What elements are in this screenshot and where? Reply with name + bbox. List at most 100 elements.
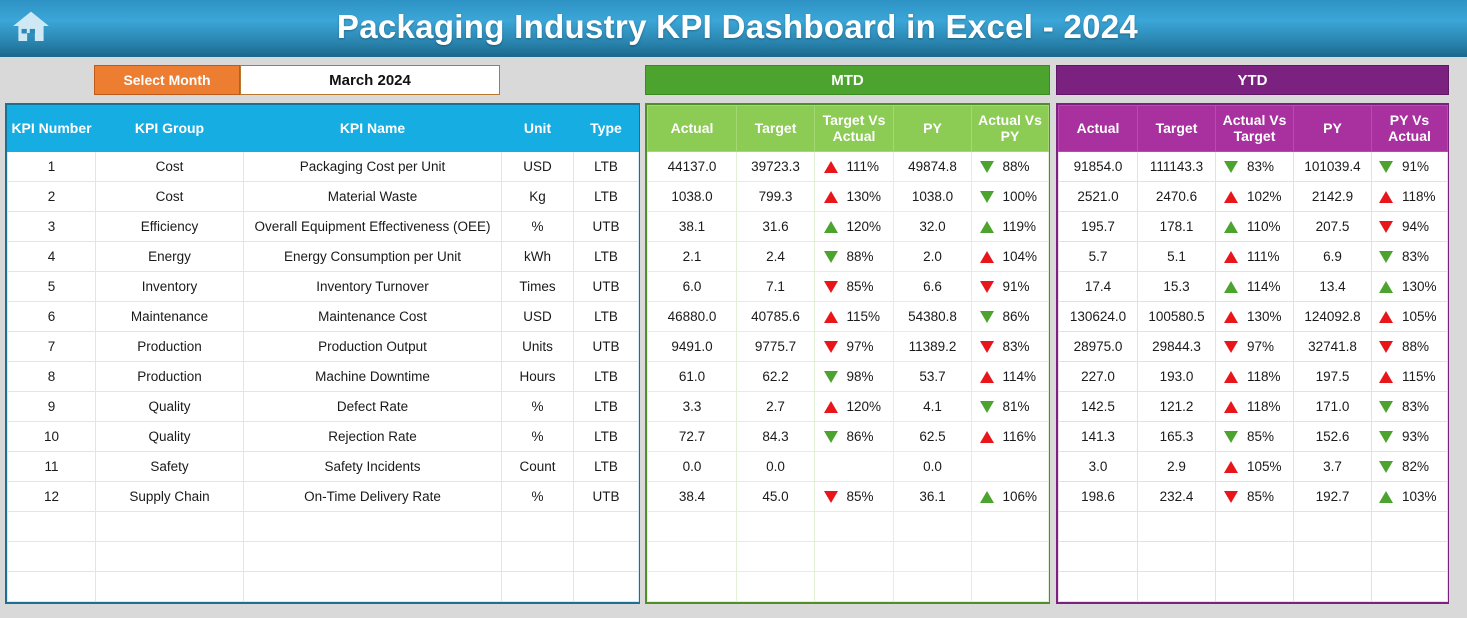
table-row[interactable]: 91854.0 111143.3 83% 101039.4 91% [1058,151,1448,182]
ytd-actual-cell: 198.6 [1058,481,1138,512]
trend-up-icon [1379,280,1393,293]
table-row[interactable]: 9491.0 9775.7 97% 11389.2 83% [647,331,1049,362]
table-row[interactable]: 9 Quality Defect Rate% LTB [7,391,639,422]
empty-cell [971,511,1049,542]
mtd-target-cell: 2.4 [736,241,815,272]
table-row[interactable]: 6 Maintenance Maintenance Cost USD LTB [7,301,639,332]
empty-cell [814,511,894,542]
mtd-actual-cell: 44137.0 [647,151,737,182]
ytd-actual-cell: 3.0 [1058,451,1138,482]
table-row[interactable]: 4 Energy Energy Consumption per Unit kWh LTB [7,241,639,272]
mtd-actual-cell: 0.0 [647,451,737,482]
ytd-actual-vs-target-cell: 105% [1215,451,1294,482]
variance-percent: 83% [1002,339,1030,354]
table-row[interactable]: 3 Efficiency Overall Equipment Effectivene… [7,211,639,242]
table-row[interactable]: 12 Supply Chain On-Time Delivery Rate% UTB [7,481,639,512]
table-row[interactable]: 38.1 31.6 120% 32.0 119% [647,211,1049,242]
mtd-actual-cell: 72.7 [647,421,737,452]
select-month-dropdown[interactable]: March 2024 [240,65,500,95]
table-row[interactable]: 3.0 2.9 105% 3.7 82% [1058,451,1448,482]
mtd-actual-vs-py-cell: 119% [971,211,1049,242]
col-kpi-number: KPI Number [7,105,96,152]
ytd-target-cell: 111143.3 [1137,151,1216,182]
table-row[interactable]: 72.7 84.3 86% 62.5 116% [647,421,1049,452]
table-row[interactable]: 6.0 7.1 85% 6.6 91% [647,271,1049,302]
empty-cell [647,511,737,542]
table-row[interactable]: 1038.0 799.3 130% 1038.0 100% [647,181,1049,212]
table-row[interactable]: 141.3 165.3 85% 152.6 93% [1058,421,1448,452]
table-row[interactable]: 3.3 2.7 120% 4.1 81% [647,391,1049,422]
table-row[interactable]: 44137.0 39723.3 111% 49874.8 88% [647,151,1049,182]
empty-cell [501,571,574,602]
mtd-py-cell: 1038.0 [893,181,972,212]
table-row[interactable]: 28975.0 29844.3 97% 32741.8 88% [1058,331,1448,362]
table-row[interactable]: 61.0 62.2 98% 53.7 114% [647,361,1049,392]
variance-percent: 100% [1002,189,1038,204]
empty-cell [647,541,737,572]
table-row[interactable]: 0.0 0.0 0.0 [647,451,1049,482]
empty-cell [736,571,815,602]
col-kpi-name: KPI Name [243,105,502,152]
table-row[interactable]: 130624.0 100580.5 130% 124092.8 105% [1058,301,1448,332]
kpi-type-cell: LTB [573,451,639,482]
mtd-target-cell: 7.1 [736,271,815,302]
variance-percent: 114% [1247,279,1281,294]
kpi-unit-cell: Hours [501,361,574,392]
empty-cell [893,571,972,602]
kpi-number-cell: 1 [7,151,96,182]
home-icon[interactable] [8,4,54,50]
table-row[interactable]: 5 Inventory Inventory Turnover Times UTB [7,271,639,302]
trend-down-icon [1379,250,1393,263]
ytd-actual-vs-target-cell: 111% [1215,241,1294,272]
trend-up-icon [1224,400,1238,413]
mtd-target-vs-actual-cell: 115% [814,301,894,332]
kpi-group-cell: Quality [95,421,244,452]
ytd-actual-cell: 130624.0 [1058,301,1138,332]
table-row[interactable]: 195.7 178.1 110% 207.5 94% [1058,211,1448,242]
trend-up-icon [979,250,994,263]
table-row[interactable]: 10 Quality Rejection Rate% LTB [7,421,639,452]
table-row[interactable]: 1 Cost Packaging Cost per Unit USD LTB [7,151,639,182]
table-row[interactable]: 11 Safety Safety Incidents Count LTB [7,451,639,482]
kpi-unit-cell: % [501,391,574,422]
variance-percent: 130% [846,189,882,204]
trend-down-icon [823,370,838,383]
table-row[interactable]: 8 Production Machine Downtime Hours LTB [7,361,639,392]
trend-down-icon [823,490,838,503]
table-row[interactable]: 2521.0 2470.6 102% 2142.9 118% [1058,181,1448,212]
table-row[interactable]: 5.7 5.1 111% 6.9 83% [1058,241,1448,272]
col-mtd-py: PY [893,105,972,152]
variance-percent: 88% [846,249,874,264]
trend-up-icon [1224,310,1238,323]
table-row[interactable]: 2 Cost Material Waste Kg LTB [7,181,639,212]
ytd-actual-vs-target-cell: 130% [1215,301,1294,332]
ytd-target-cell: 193.0 [1137,361,1216,392]
kpi-group-cell: Quality [95,391,244,422]
table-row[interactable]: 198.6 232.4 85% 192.7 103% [1058,481,1448,512]
mtd-actual-vs-py-cell: 106% [971,481,1049,512]
ytd-actual-vs-target-cell: 118% [1215,361,1294,392]
table-row[interactable]: 7 Production Production Output Units UTB [7,331,639,362]
mtd-actual-cell: 6.0 [647,271,737,302]
table-row[interactable]: 46880.0 40785.6 115% 54380.8 86% [647,301,1049,332]
trend-down-icon [1224,490,1238,503]
empty-cell [736,541,815,572]
variance-percent: 111% [1247,249,1280,264]
table-row[interactable]: 142.5 121.2 118% 171.0 83% [1058,391,1448,422]
empty-cell [243,541,502,572]
table-row[interactable]: 17.4 15.3 114% 13.4 130% [1058,271,1448,302]
banner-row: Select Month March 2024 MTD YTD [0,60,1467,96]
ytd-py-vs-actual-cell: 91% [1371,151,1448,182]
table-row[interactable]: 38.4 45.0 85% 36.1 106% [647,481,1049,512]
mtd-py-cell: 0.0 [893,451,972,482]
empty-table-row [647,541,1049,572]
empty-cell [243,511,502,542]
empty-table-row [1058,541,1448,572]
table-row[interactable]: 2.1 2.4 88% 2.0 104% [647,241,1049,272]
empty-cell [1215,541,1294,572]
kpi-unit-cell: Units [501,331,574,362]
empty-cell [814,571,894,602]
table-row[interactable]: 227.0 193.0 118% 197.5 115% [1058,361,1448,392]
variance-percent: 91% [1002,279,1030,294]
col-mtd-actual: Actual [647,105,737,152]
